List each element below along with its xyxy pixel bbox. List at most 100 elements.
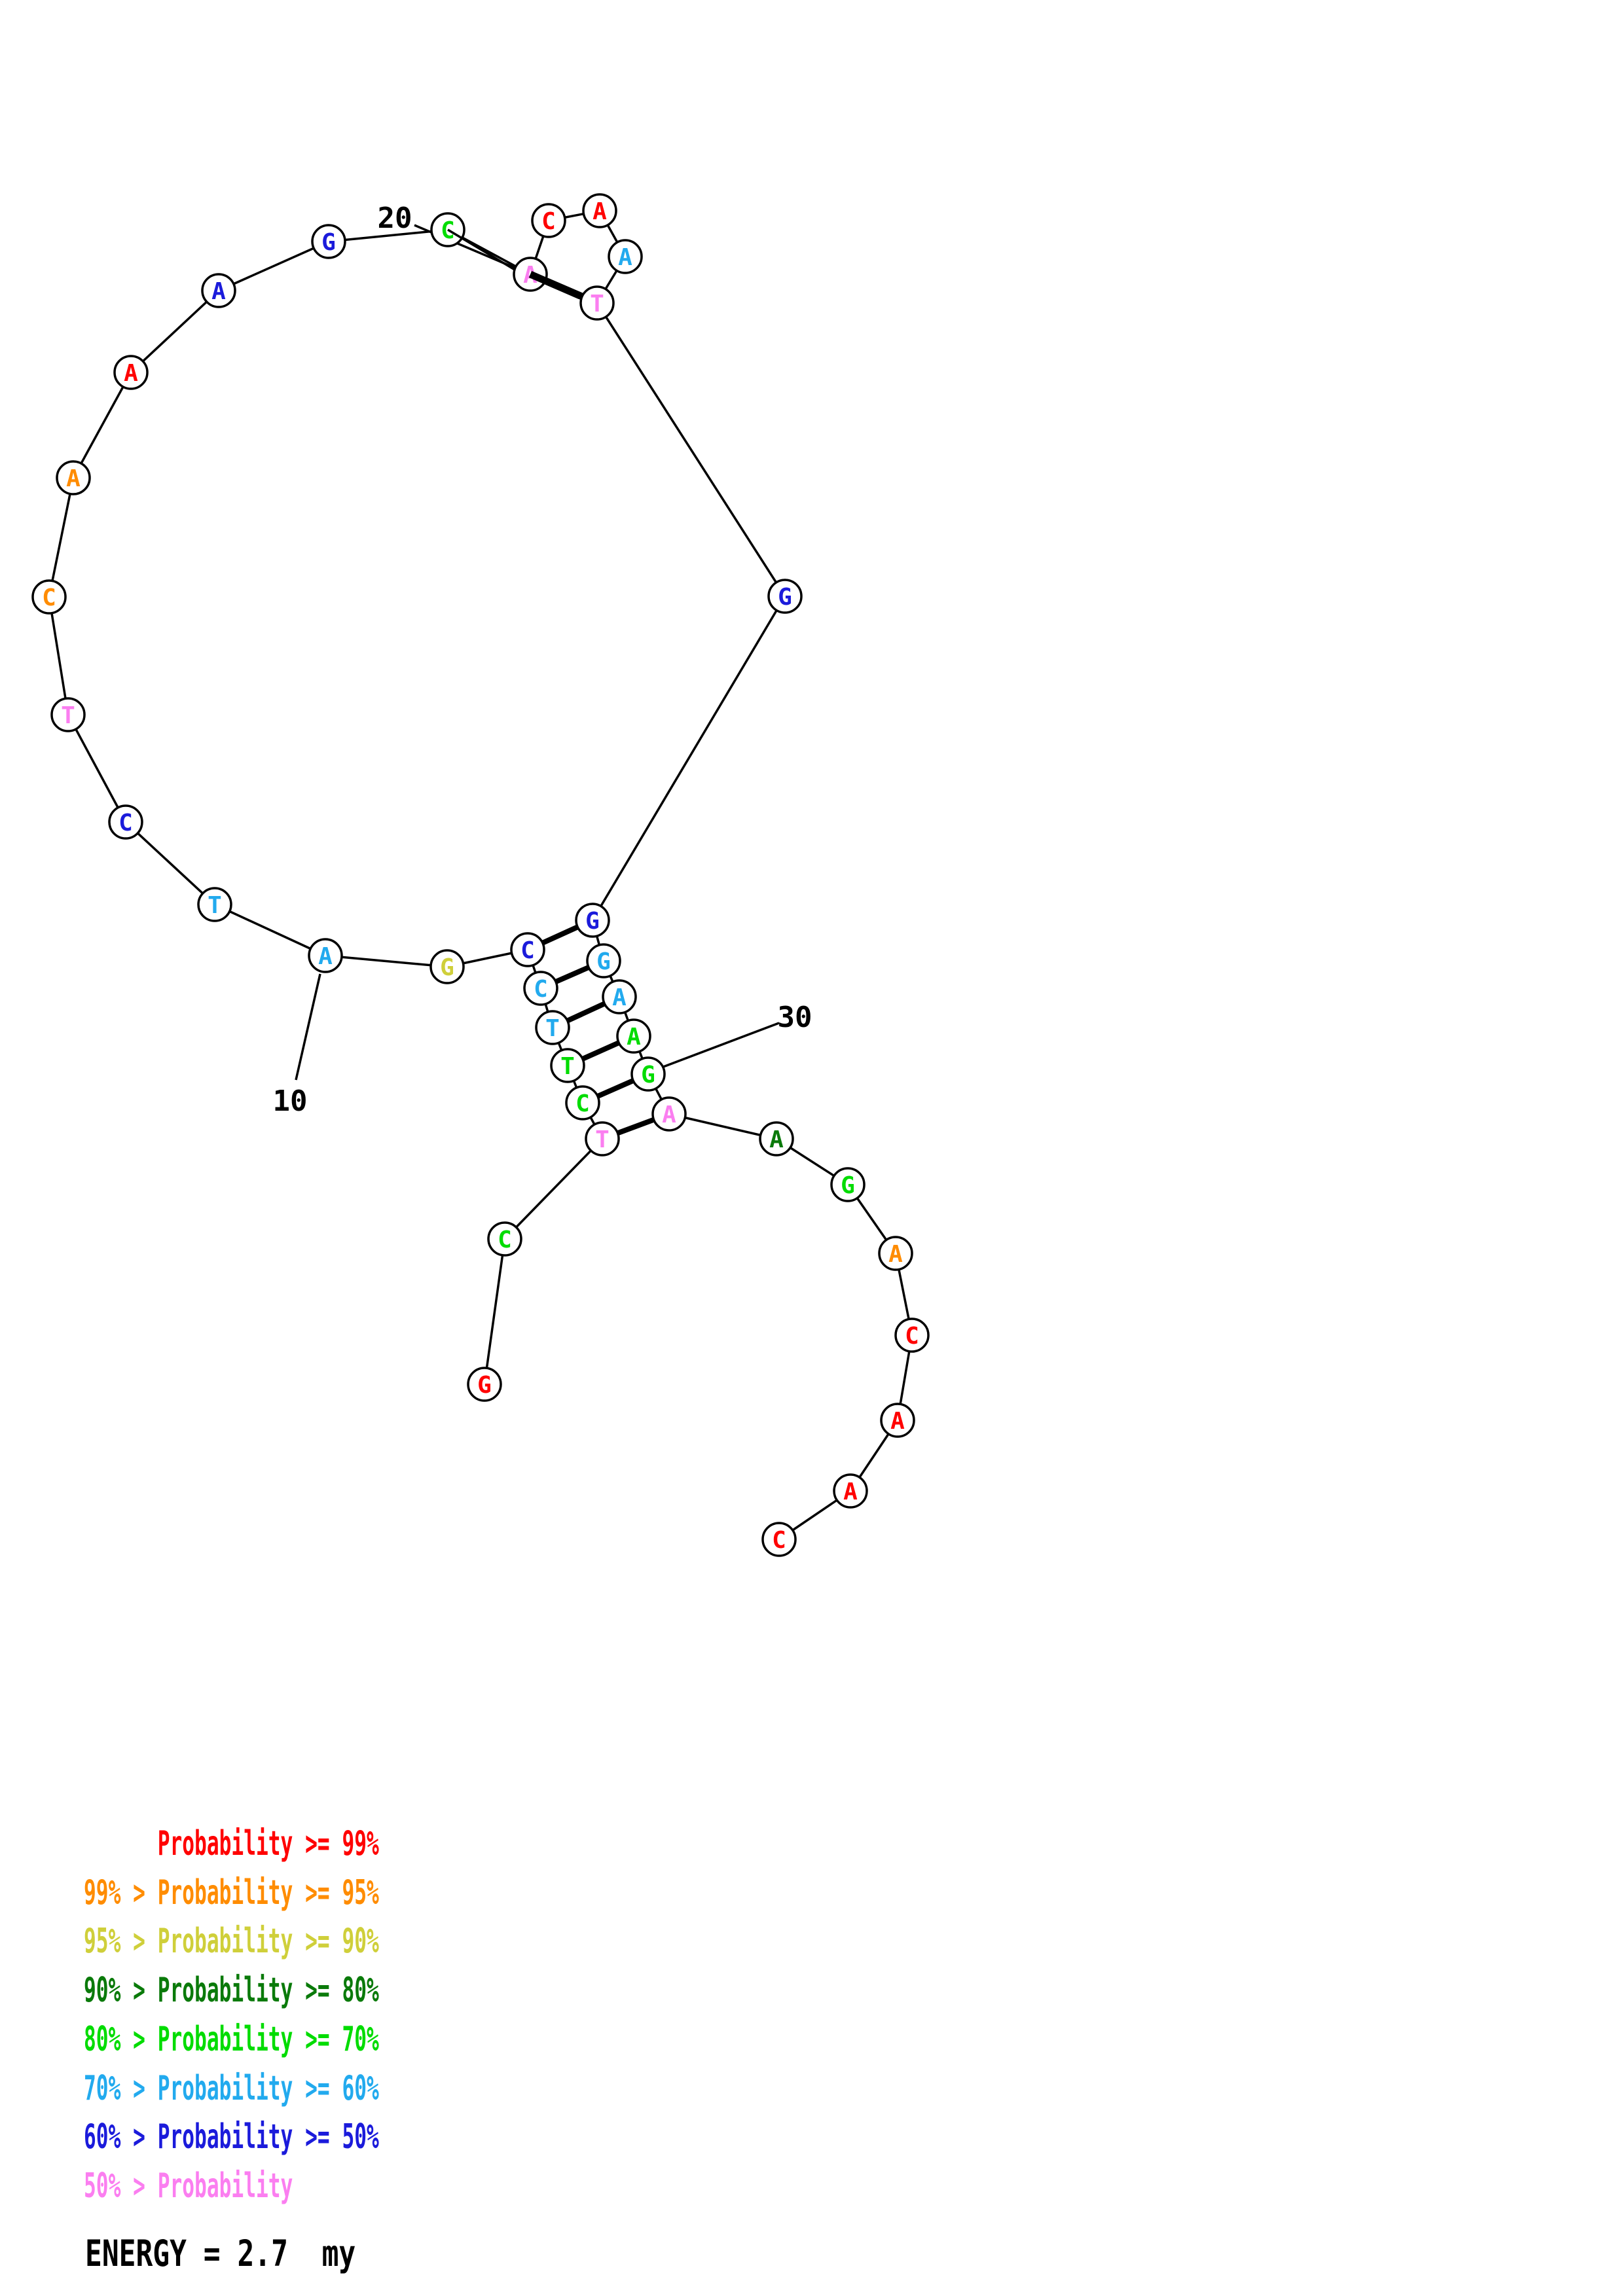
nucleotide-circle-32 [759,1121,794,1157]
nucleotide-base-29-A: A [627,1024,641,1050]
legend-row-5: 80% > Probability >= 70% [84,2019,379,2059]
nucleotide-circle-38 [761,1522,797,1557]
nucleotide-base-11-T: T [208,892,222,919]
nucleotide-circle-8 [510,932,545,967]
nucleotide-circle-7 [523,971,558,1006]
nucleotide-base-23-A: A [618,244,632,271]
backbone-segment [130,289,220,374]
backbone-segment [596,302,786,597]
backbone-segment [67,714,127,823]
nucleotide-base-16-A: A [124,360,138,387]
position-label-10: 10 [273,1085,308,1118]
backbone-segment [483,1238,506,1385]
nucleotide-base-25-G: G [778,584,792,611]
nucleotide-base-35-C: C [905,1323,919,1350]
backbone-segment [325,954,448,968]
legend-row-3: 95% > Probability >= 90% [84,1922,379,1962]
nucleotide-circle-28 [602,979,637,1014]
nucleotide-circle-14 [31,579,67,615]
nucleotide-circle-25 [767,579,803,614]
nucleotide-base-27-G: G [596,948,611,975]
nucleotide-base-34-A: A [888,1241,903,1268]
nucleotide-circle-13 [50,697,86,732]
nucleotide-base-13-T: T [61,702,75,729]
nucleotide-base-7-C: C [534,976,548,1003]
nucleotide-base-17-A: A [211,278,226,305]
nucleotide-circle-22 [582,193,617,228]
backbone-segment [124,821,216,906]
nucleotide-circle-3 [585,1121,620,1157]
nucleotide-circle-17 [201,273,236,308]
nucleotide-circle-34 [878,1236,913,1271]
overlay-line [528,270,582,300]
backbone-segment [214,903,326,957]
nucleotide-base-15-A: A [66,465,81,492]
nucleotide-base-22-A: A [593,198,607,225]
backbone-segment [668,1113,777,1140]
nucleotide-base-37-A: A [843,1479,858,1505]
nucleotide-circle-30 [630,1056,666,1092]
nucleotide-circle-24 [579,285,615,321]
nucleotide-circle-31 [651,1096,687,1132]
nucleotide-circle-27 [586,943,621,978]
legend-row-1: Probability >= 99% [84,1824,379,1863]
nucleotide-base-10-A: A [318,943,333,970]
nucleotide-circle-33 [830,1167,866,1202]
nucleotide-circle-10 [308,938,343,973]
nucleotide-base-8-C: C [520,937,535,964]
overlay-line [447,228,515,271]
nucleotide-circle-35 [894,1318,930,1353]
nucleotide-circle-29 [616,1018,651,1054]
nucleotide-base-14-C: C [42,584,56,611]
backbone-segment [48,596,69,715]
nucleotide-base-30-G: G [641,1062,655,1088]
legend-row-7: 60% > Probability >= 50% [84,2117,379,2157]
nucleotide-base-38-C: C [772,1527,786,1554]
nucleotide-circle-2 [487,1221,522,1257]
nucleotide-circle-18 [311,224,346,259]
position-label-30: 30 [778,1001,812,1034]
nucleotide-base-5-T: T [560,1053,575,1080]
backbone-segment [503,1138,604,1240]
nucleotide-circle-5 [550,1048,585,1083]
nucleotide-base-21-C: C [541,208,556,235]
probability-legend: Probability >= 99% 99% > Probability >= 9… [84,1820,379,2211]
nucleotide-base-18-G: G [321,229,336,256]
nucleotide-circle-21 [531,203,566,238]
nucleotide-base-32-A: A [769,1126,784,1153]
nucleotide-base-24-T: T [590,291,604,317]
backbone-segment [591,596,786,921]
label-tick [295,973,321,1081]
nucleotide-circle-15 [56,460,91,495]
legend-row-6: 70% > Probability >= 60% [84,2068,379,2108]
energy-line: ENERGY = 2.7 my [85,2233,356,2274]
backbone-segment [72,372,132,478]
nucleotide-circle-9 [429,949,465,984]
backbone-segment [48,477,75,598]
nucleotide-base-36-A: A [890,1408,905,1435]
nucleotide-base-2-C: C [498,1227,512,1253]
nucleotide-base-33-G: G [841,1172,855,1199]
nucleotide-circle-23 [608,239,643,274]
nucleotide-base-3-T: T [595,1126,610,1153]
nucleotide-base-9-G: G [440,954,454,981]
nucleotide-circle-1 [467,1367,502,1402]
legend-row-8: 50% > Probability [84,2166,293,2206]
nucleotide-base-26-G: G [585,908,600,935]
nucleotide-base-31-A: A [662,1102,676,1128]
nucleotide-circle-6 [535,1010,570,1045]
nucleotide-circle-4 [565,1085,600,1121]
nucleotide-circle-11 [197,887,232,922]
nucleotide-circle-12 [108,804,143,840]
backbone-segment [218,240,329,292]
position-label-20: 20 [378,202,412,235]
nucleotide-circle-36 [880,1403,915,1438]
nucleotide-circle-37 [833,1473,868,1509]
nucleotide-base-4-C: C [575,1090,590,1117]
nucleotide-base-1-G: G [477,1372,492,1399]
nucleotide-circle-26 [575,903,610,938]
nucleotide-circle-16 [113,355,149,390]
legend-row-2: 99% > Probability >= 95% [84,1873,379,1912]
